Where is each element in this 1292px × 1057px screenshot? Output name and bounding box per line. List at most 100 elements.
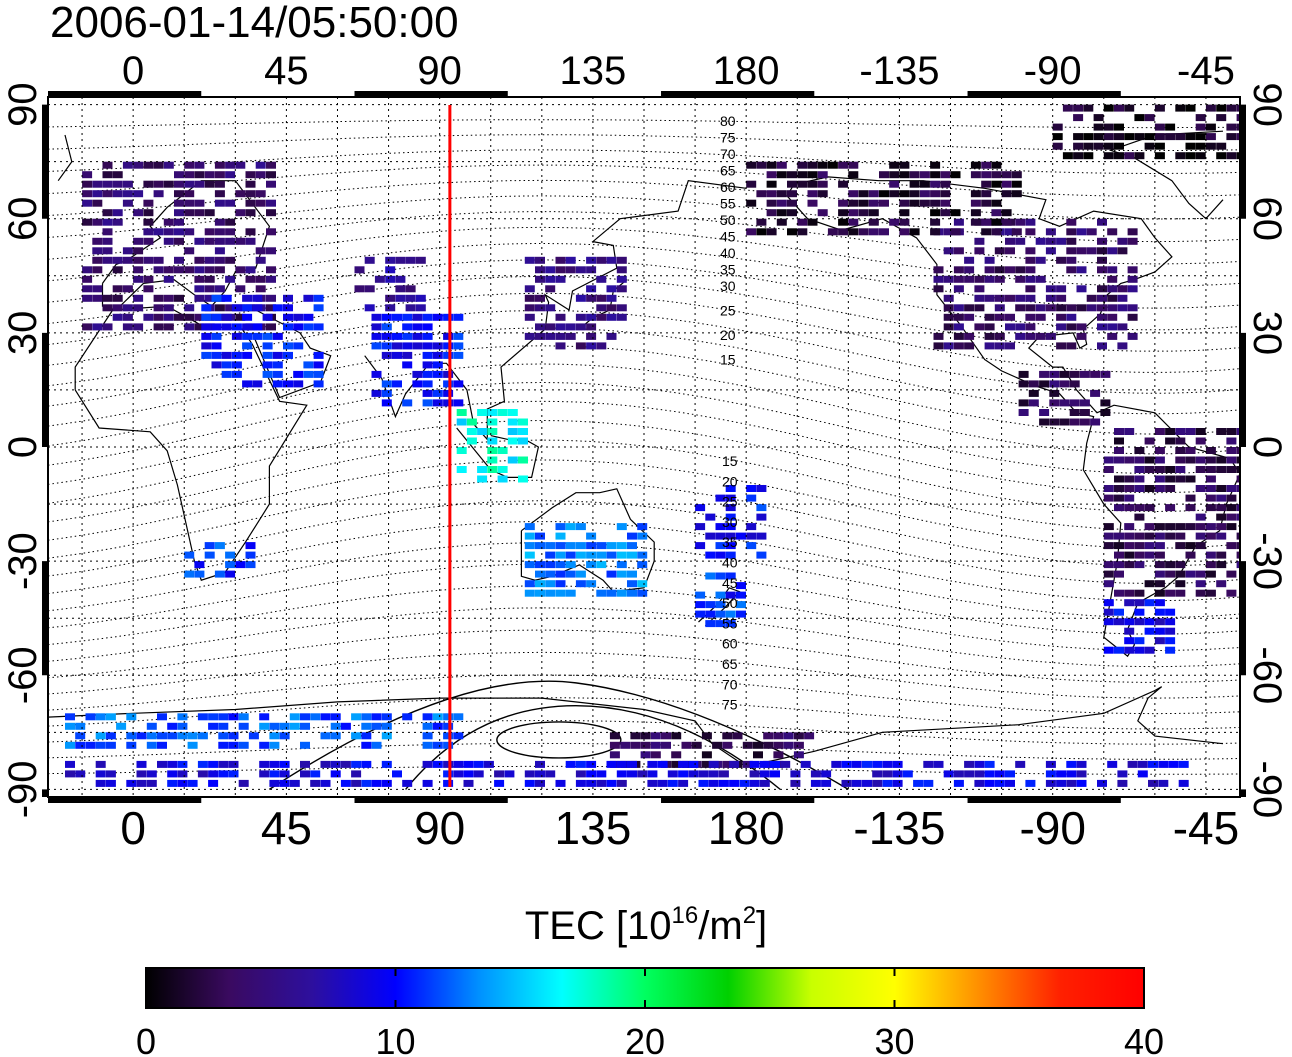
tec-cell — [1216, 561, 1227, 569]
tec-cell — [616, 770, 627, 778]
tec-cell — [381, 380, 392, 388]
tec-cell — [524, 313, 535, 321]
tec-cell — [545, 580, 556, 588]
tec-cell — [545, 589, 556, 597]
tec-cell — [759, 760, 770, 768]
left-lat-label: 90 — [1, 82, 45, 127]
tec-cell — [661, 741, 671, 749]
tec-cell — [228, 741, 239, 749]
tec-cell — [361, 713, 372, 721]
tec-cell — [313, 294, 324, 302]
tec-cell — [1114, 504, 1124, 512]
tec-cell — [596, 342, 607, 350]
tec-cell — [725, 591, 736, 599]
tec-cell — [443, 370, 454, 378]
tec-cell — [1165, 485, 1176, 492]
tec-cell — [1236, 551, 1240, 559]
tec-cell — [453, 732, 464, 740]
tec-cell — [395, 285, 406, 293]
tec-cell — [1124, 152, 1135, 160]
coastlines — [48, 130, 1240, 768]
contour-label: 15 — [722, 453, 738, 469]
tec-cell — [848, 218, 859, 226]
tec-cell — [1127, 332, 1138, 340]
tec-cell — [214, 228, 225, 236]
tec-cell — [790, 770, 801, 778]
contour-label: 30 — [720, 278, 736, 294]
tec-cell — [1205, 447, 1216, 454]
tec-cell — [974, 275, 985, 283]
tec-cell — [1175, 152, 1186, 160]
tec-cell — [245, 266, 256, 274]
tec-cell — [729, 760, 740, 768]
tec-cell — [1052, 133, 1063, 141]
tec-cell — [340, 760, 351, 768]
tec-cell — [231, 304, 242, 312]
tec-cell — [868, 190, 879, 198]
tec-cell — [565, 760, 576, 768]
tec-cell — [524, 580, 535, 588]
tec-cell — [1028, 399, 1039, 407]
tec-cell — [650, 751, 661, 759]
tec-cell — [92, 256, 103, 264]
tec-cell — [1144, 599, 1155, 607]
tec-cell — [443, 313, 454, 321]
tec-cell — [92, 247, 103, 255]
tec-cell — [1134, 608, 1145, 616]
tec-cell — [810, 770, 821, 778]
tec-cell — [807, 218, 818, 226]
tec-cell — [221, 351, 232, 359]
tec-cell — [1127, 237, 1138, 245]
tec-cell — [102, 247, 113, 255]
tec-cell — [1015, 323, 1026, 331]
tec-cell — [1066, 237, 1077, 245]
tec-cell — [174, 218, 184, 226]
tec-cell — [1059, 380, 1070, 388]
tec-cell — [1103, 561, 1114, 569]
tec-cell — [1175, 561, 1186, 569]
tec-cell — [1005, 779, 1015, 787]
tec-cell — [289, 713, 300, 721]
tec-cell — [848, 209, 859, 217]
tec-cell — [943, 323, 954, 331]
tec-cell — [1205, 485, 1216, 492]
tec-cell — [940, 209, 951, 217]
right-lat-label: 30 — [1245, 311, 1289, 356]
contour-line — [48, 629, 1240, 683]
tec-cell — [92, 323, 103, 331]
tec-cell — [535, 542, 545, 550]
tec-cell — [122, 285, 133, 293]
contour-label: 40 — [720, 245, 736, 261]
tec-cell — [371, 332, 382, 340]
tec-cell — [1073, 104, 1084, 112]
tec-cell — [1005, 247, 1015, 255]
tec-cell — [204, 275, 215, 283]
tec-cell — [787, 228, 797, 236]
tec-cell — [756, 485, 767, 492]
tec-cell — [242, 304, 253, 312]
tec-cell — [1195, 589, 1206, 597]
tec-cell — [545, 275, 556, 283]
tec-cell — [1011, 190, 1022, 198]
tec-cell — [1154, 618, 1165, 626]
tec-cell — [797, 228, 808, 236]
tec-cell — [194, 209, 205, 217]
tec-cell — [1165, 646, 1176, 654]
left-lat-label: 30 — [1, 311, 45, 356]
tec-cell — [565, 266, 576, 274]
tec-cell — [715, 610, 726, 618]
tec-cell — [364, 256, 375, 264]
tec-cell — [858, 190, 869, 198]
bottom-lon-label: 90 — [414, 802, 465, 854]
tec-cell — [606, 285, 617, 293]
tec-cell — [381, 389, 392, 397]
tec-cell — [204, 237, 215, 245]
tec-cell — [545, 266, 556, 274]
tec-cell — [838, 199, 849, 207]
tec-cell — [858, 209, 869, 217]
tec-cell — [616, 542, 627, 550]
tec-cell — [95, 713, 106, 721]
tec-cell — [1025, 332, 1036, 340]
tec-cell — [354, 285, 365, 293]
tec-cell — [126, 713, 137, 721]
